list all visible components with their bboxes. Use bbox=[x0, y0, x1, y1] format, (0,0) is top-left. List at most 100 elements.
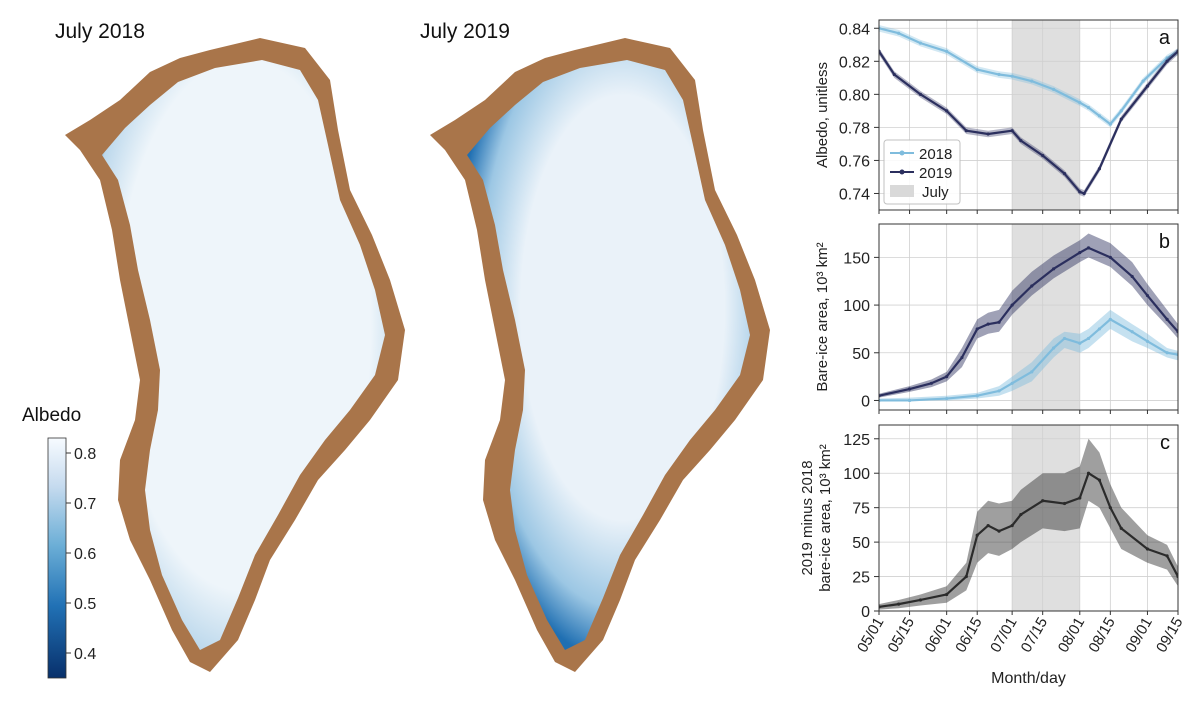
panel-a-albedo: 0.74 0.76 0.78 0.80 0.82 0.84 a Albedo, unitles… bbox=[814, 19, 1179, 214]
series-point bbox=[929, 381, 933, 385]
x-tick-label: 05/01 bbox=[854, 615, 887, 656]
series-point bbox=[918, 598, 923, 602]
series-point bbox=[1165, 317, 1169, 321]
series-point bbox=[945, 49, 949, 53]
series-point bbox=[945, 109, 949, 113]
y-tick-label: 50 bbox=[852, 535, 870, 552]
series-point bbox=[1165, 554, 1169, 558]
series-group bbox=[879, 24, 1178, 197]
series-point bbox=[945, 592, 949, 597]
series-point bbox=[986, 523, 990, 528]
series-band-2018 bbox=[879, 309, 1178, 401]
series-point bbox=[907, 387, 912, 391]
series-point bbox=[1030, 370, 1034, 374]
series-point bbox=[1119, 526, 1123, 530]
ice-sheet bbox=[102, 60, 385, 650]
series-point bbox=[1019, 512, 1023, 517]
map-title-2018: July 2018 bbox=[55, 20, 145, 43]
colorbar-gradient bbox=[47, 437, 67, 679]
series-point bbox=[1108, 255, 1112, 259]
series-point bbox=[897, 31, 901, 35]
y-axis-label: Albedo, unitless bbox=[814, 62, 831, 168]
series-point bbox=[975, 533, 979, 537]
y-tick-label: 0.76 bbox=[839, 153, 870, 170]
series-point bbox=[1108, 317, 1112, 321]
x-tick-label: 05/15 bbox=[885, 615, 918, 656]
series-group bbox=[879, 438, 1178, 610]
colorbar-tick-label: 0.7 bbox=[74, 496, 96, 513]
series-point bbox=[1130, 330, 1134, 334]
series-line-2019-minus-2018 bbox=[879, 472, 1178, 608]
series-point bbox=[1119, 117, 1123, 121]
panel-c-difference: 0 25 50 75 100 125 c 2019 minus 2018 bare-ice ar… bbox=[799, 424, 1179, 621]
panel-frame bbox=[878, 424, 1179, 612]
series-band-2019-minus-2018 bbox=[879, 438, 1178, 610]
x-tick-label: 07/15 bbox=[1018, 615, 1051, 656]
x-axis-label: Month/day bbox=[991, 670, 1066, 687]
legend: 2018 2019 July bbox=[883, 139, 961, 205]
series-group bbox=[879, 233, 1178, 403]
series-point bbox=[1141, 79, 1145, 83]
series-point bbox=[1108, 506, 1112, 510]
y-tick-label: 0.82 bbox=[839, 54, 870, 71]
series-point bbox=[1165, 351, 1169, 355]
series-point bbox=[1051, 267, 1056, 271]
x-tick-label: 08/15 bbox=[1085, 615, 1118, 656]
series-point bbox=[1086, 471, 1091, 475]
y-tick-label: 25 bbox=[852, 570, 870, 587]
series-point bbox=[960, 355, 964, 360]
series-point bbox=[997, 389, 1001, 393]
series-point bbox=[1097, 327, 1102, 331]
july-shading bbox=[1012, 224, 1080, 410]
legend-swatch-july bbox=[890, 185, 914, 197]
series-point bbox=[1130, 274, 1134, 279]
series-point bbox=[1082, 191, 1086, 196]
ice-sheet bbox=[467, 60, 750, 650]
series-point bbox=[1078, 190, 1082, 194]
y-axis-label: Bare-ice area, 10³ km² bbox=[814, 242, 831, 391]
series-point bbox=[1145, 84, 1150, 88]
y-tick-label: 125 bbox=[843, 432, 870, 449]
series-point bbox=[1051, 346, 1056, 350]
series-point bbox=[997, 320, 1001, 324]
y-tick-label: 0.74 bbox=[839, 186, 870, 203]
series-line-2019 bbox=[879, 246, 1178, 397]
series-point bbox=[1165, 59, 1169, 63]
greenland-map-2019 bbox=[430, 38, 770, 672]
series-point bbox=[997, 72, 1001, 77]
series-point bbox=[918, 41, 923, 45]
y-tick-label: 0 bbox=[861, 604, 870, 621]
panel-letter: c bbox=[1160, 432, 1170, 454]
x-tick-label: 09/01 bbox=[1122, 615, 1155, 656]
series-point bbox=[964, 129, 968, 133]
albedo-colorbar: 0.8 0.7 0.6 0.5 0.4 bbox=[47, 437, 96, 679]
series-point bbox=[907, 398, 912, 403]
x-tick-label: 09/15 bbox=[1153, 615, 1186, 656]
panel-b-bare-ice: 0 50 100 150 b Bare-ice area, 10³ km² bbox=[814, 223, 1179, 414]
series-point bbox=[1145, 547, 1150, 551]
colorbar-title: Albedo bbox=[22, 405, 82, 426]
series-point bbox=[1097, 478, 1102, 482]
x-tick-label: 07/01 bbox=[987, 615, 1020, 656]
series-point bbox=[1041, 153, 1045, 158]
series-point bbox=[997, 529, 1001, 533]
series-point bbox=[1041, 499, 1045, 503]
series-point bbox=[892, 72, 896, 77]
july-shading bbox=[1012, 425, 1080, 611]
series-point bbox=[986, 132, 990, 136]
series-point bbox=[1086, 246, 1091, 250]
series-point bbox=[1010, 303, 1014, 307]
series-point bbox=[1119, 109, 1123, 113]
series-point bbox=[1086, 105, 1091, 110]
series-point bbox=[1010, 381, 1014, 385]
colorbar-tick-label: 0.5 bbox=[74, 596, 96, 613]
series-point bbox=[918, 92, 923, 96]
series-point bbox=[945, 375, 949, 379]
series-point bbox=[1078, 496, 1082, 500]
colorbar-tick-label: 0.4 bbox=[74, 646, 96, 663]
series-point bbox=[1086, 336, 1091, 341]
series-point bbox=[1010, 523, 1014, 528]
greenland-map-2018 bbox=[65, 38, 405, 672]
